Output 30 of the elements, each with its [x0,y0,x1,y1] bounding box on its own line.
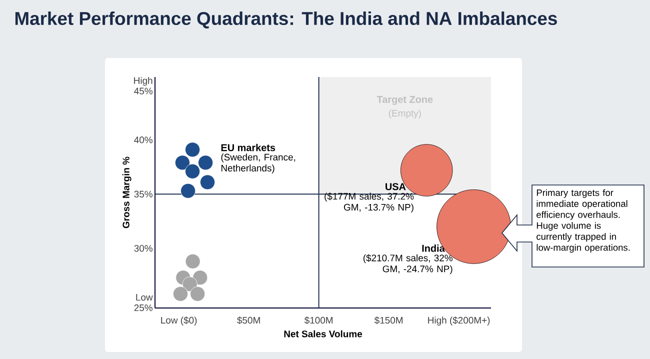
y-tick-label: 40% [134,136,152,144]
y-tick-label: High 45% [134,76,152,94]
annotation: (Sweden, France, Netherlands) [221,154,296,174]
point [185,254,200,269]
point [172,286,188,302]
x-axis-title: Net Sales Volume [284,330,362,338]
annotation: ($210.7M sales, 32% GM, -24.7% NP) [363,254,452,274]
x-tick-label: Low ($0) [161,316,197,326]
y-tick-label: Low 25% [134,294,153,312]
point [200,174,216,190]
point [180,183,196,198]
x-tick-label: $50M [237,316,260,324]
point [190,286,206,302]
y-tick-label: 30% [134,245,152,252]
text: Primary targets for immediate operational efficiency overhauls. Huge volume is currently trapped in low-margin operations. [536,189,630,253]
series-label: EU markets [221,144,276,152]
point [198,155,214,170]
x-tick-label: $150M [374,316,402,324]
x-tick-label: $100M [304,316,332,324]
point [185,164,200,179]
series-label: USA [386,183,406,190]
x-tick-label: High ($200M+) [428,316,490,326]
y-tick-label: 35% [134,190,152,198]
point [192,270,208,286]
point [174,155,190,170]
chart-title: Market Performance Quadrants: The India and NA Imbalances [15,12,557,28]
series-label: India [422,244,445,252]
y-axis-title: Gross Margin % [122,156,132,228]
annotation: ($177M sales, 37.2% GM, -13.7% NP) [324,192,414,212]
point [185,142,200,158]
